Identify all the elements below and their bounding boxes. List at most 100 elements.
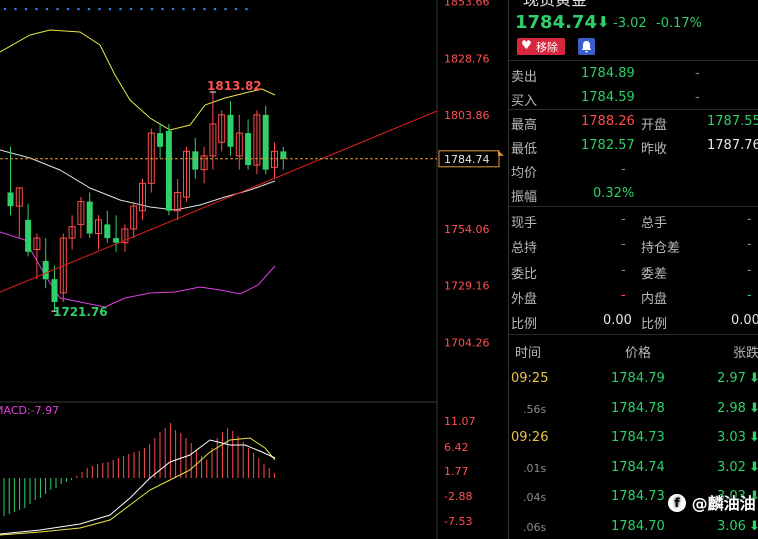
entrust-row: 委比 - 委差 -	[509, 259, 758, 283]
ratio-left-label: 比例	[511, 317, 538, 332]
candle-body	[165, 130, 172, 211]
candle-body	[68, 226, 76, 239]
bollinger-lower	[0, 231, 276, 308]
ratio-row: 比例 0.00 比例 0.00	[509, 309, 758, 333]
macd-label: MACD:-7.97	[0, 404, 59, 417]
now-hand-value: -	[621, 212, 626, 227]
candle-body	[200, 155, 208, 171]
top-dot	[3, 7, 7, 11]
chart-grid	[0, 0, 438, 539]
top-dot	[45, 7, 49, 11]
low-label: 最低	[511, 142, 538, 157]
amplitude-label: 振幅	[511, 190, 538, 205]
down-arrow-icon: ⬇	[749, 430, 758, 445]
tick-price: 1784.79	[611, 371, 665, 386]
candle-body	[192, 151, 199, 170]
remove-label: 移除	[536, 41, 558, 54]
tick-time: 09:26	[511, 430, 549, 445]
down-arrow-icon: ⬇	[749, 489, 758, 504]
open-label: 开盘	[641, 118, 668, 133]
now-hand-label: 现手	[511, 216, 538, 231]
watermark-text: @麟油油	[691, 494, 756, 513]
tick-time: .56s	[523, 402, 547, 416]
chart-annotations: 1813.82 1721.76	[51, 79, 262, 319]
tick-row[interactable]: .04s 1784.73 3.03 ⬇	[509, 485, 758, 509]
tick-row[interactable]: 09:25 1784.79 2.97 ⬇	[509, 367, 758, 391]
top-dot	[35, 7, 38, 11]
entrust-ratio-value: -	[621, 263, 626, 278]
candle-body	[139, 182, 146, 212]
prev-close-value: 1787.76	[707, 138, 758, 153]
current-price-tag	[438, 150, 500, 168]
avg-row: 均价 -	[509, 158, 758, 182]
price-tick: 1754.06	[444, 223, 490, 236]
tick-row[interactable]: .06s 1784.70 3.06 ⬇	[509, 515, 758, 539]
candle-body	[121, 228, 129, 244]
top-dot	[24, 7, 28, 11]
candle	[262, 105, 269, 175]
price-tick: 1853.66	[444, 0, 490, 9]
tick-price: 1784.70	[611, 518, 665, 534]
candle	[113, 215, 120, 252]
high-annotation: 1813.82	[207, 79, 262, 93]
tick-change: 2.98	[717, 400, 746, 416]
macd-tick: 6.42	[444, 441, 469, 454]
high-open-row: 最高 1788.26 开盘 1787.55	[509, 110, 758, 134]
tick-time: .06s	[523, 520, 547, 534]
total-hand-value: -	[747, 212, 752, 227]
candle	[25, 203, 32, 257]
kline-chart[interactable]: 1784.74 1853.66 1828.76 1803.86 1754.06 1729…	[0, 0, 507, 539]
candle-body	[209, 123, 217, 157]
top-dot	[161, 7, 164, 11]
ratio-left-value: 0.00	[603, 313, 632, 328]
candle-body	[113, 238, 120, 243]
macd-dea-line	[0, 437, 276, 536]
outer-label: 外盘	[511, 292, 538, 307]
top-dot	[182, 7, 185, 11]
tick-change: 3.06	[717, 518, 746, 534]
bollinger-upper	[0, 29, 276, 131]
candlesticks[interactable]	[7, 92, 287, 312]
candle-body	[218, 114, 226, 143]
tick-row[interactable]: 09:26 1784.73 3.03 ⬇	[509, 426, 758, 450]
candle-body	[183, 150, 190, 198]
price-change: -3.02	[613, 16, 647, 31]
candle	[235, 114, 243, 170]
candle	[86, 192, 93, 239]
sell-row: 卖出 1784.89 -	[509, 62, 758, 86]
candle-body	[51, 279, 58, 303]
low-prev-row: 最低 1782.57 昨收 1787.76	[509, 134, 758, 158]
top-dot	[77, 7, 80, 11]
alarm-bell-button[interactable]	[578, 38, 595, 55]
candle-body	[7, 192, 14, 207]
candle	[157, 123, 164, 159]
price-arrow-icon	[498, 150, 504, 156]
tick-row[interactable]: .56s 1784.78 2.98 ⬇	[509, 397, 758, 421]
sell-qty: -	[695, 66, 700, 81]
outer-value: -	[621, 288, 626, 303]
buy-price: 1784.59	[581, 90, 635, 105]
down-arrow-icon: ⬇	[749, 371, 758, 386]
candle	[95, 215, 102, 250]
price-tick: 1729.16	[444, 280, 490, 293]
tick-row[interactable]: .01s 1784.74 3.02 ⬇	[509, 456, 758, 480]
tick-change: 3.03	[717, 430, 746, 445]
candle-body	[262, 114, 269, 170]
remove-watchlist-button[interactable]: ♥ 移除	[517, 38, 565, 55]
tick-time: .04s	[523, 491, 547, 504]
amplitude-value: 0.32%	[593, 186, 635, 201]
candle-body	[95, 219, 102, 235]
bollinger-bands	[0, 29, 276, 308]
candle-body	[59, 237, 67, 294]
entrust-diff-label: 委差	[641, 267, 668, 282]
candle	[200, 146, 208, 184]
support-trendline	[0, 110, 438, 293]
position-row: 总持 - 持仓差 -	[509, 233, 758, 257]
moving-average	[0, 149, 276, 211]
top-dot	[119, 7, 122, 11]
candle	[147, 128, 155, 193]
top-dot	[224, 7, 227, 11]
tick-header-time: 时间	[515, 346, 542, 361]
candle-body	[33, 237, 41, 251]
tick-price: 1784.78	[611, 400, 665, 416]
